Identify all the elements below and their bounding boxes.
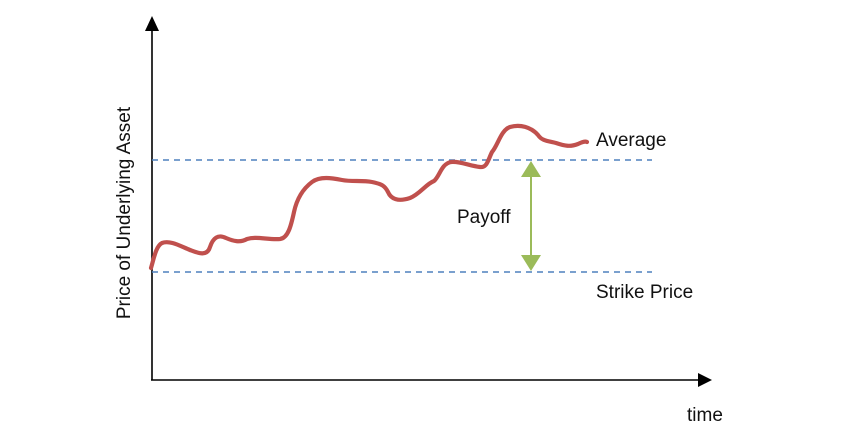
payoff-arrowhead-top (521, 161, 541, 177)
price-path (148, 123, 590, 271)
payoff-arrowhead-bottom (521, 255, 541, 271)
strike-price-label: Strike Price (596, 282, 693, 303)
x-axis-arrowhead (698, 373, 712, 387)
y-axis-arrowhead (145, 16, 159, 31)
average-label: Average (596, 130, 666, 151)
y-axis-label: Price of Underlying Asset (114, 106, 135, 319)
payoff-arrow (521, 161, 541, 271)
x-axis-label: time (687, 405, 723, 426)
payoff-label: Payoff (457, 207, 511, 228)
